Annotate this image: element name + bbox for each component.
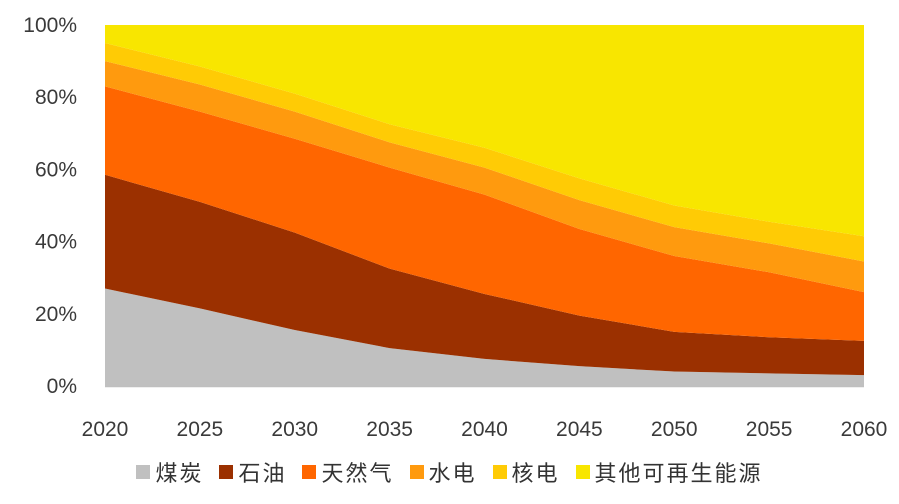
- x-axis-ticks: 2020 2025 2030 2035 2040 2045 2050 2055 2060: [82, 418, 888, 441]
- legend-item: 天然气: [302, 456, 393, 488]
- legend-swatch: [492, 465, 507, 479]
- legend-item: 煤炭: [136, 456, 203, 488]
- x-tick-label: 2050: [651, 418, 698, 441]
- area-series-1: [105, 174, 864, 376]
- legend-swatch: [575, 465, 590, 479]
- y-tick-label: 20%: [35, 303, 77, 326]
- legend-item: 核电: [492, 456, 560, 488]
- legend-swatch: [136, 465, 151, 479]
- x-tick-label: 2035: [366, 418, 413, 441]
- x-tick-label: 2020: [82, 418, 129, 441]
- legend-item: 石油: [219, 456, 286, 488]
- legend-swatch: [219, 465, 234, 479]
- y-tick-label: 0%: [47, 375, 77, 398]
- x-tick-label: 2045: [556, 418, 603, 441]
- area-series-5: [105, 25, 864, 237]
- x-tick-label: 2060: [841, 418, 888, 441]
- y-tick-label: 100%: [23, 14, 77, 37]
- legend: 煤炭 石油 天然气 水电 核电 其他可再生能源: [0, 452, 899, 492]
- x-tick-label: 2040: [461, 418, 508, 441]
- x-tick-label: 2030: [271, 418, 318, 441]
- area-layers: [105, 25, 864, 386]
- legend-label: 煤炭: [155, 462, 204, 487]
- y-axis-ticks: 0% 20% 40% 60% 80% 100%: [23, 14, 77, 398]
- legend-label: 石油: [238, 462, 287, 487]
- area-series-0: [105, 288, 864, 386]
- y-tick-label: 60%: [35, 158, 77, 181]
- legend-label: 天然气: [321, 462, 394, 487]
- legend-item: 水电: [409, 456, 477, 488]
- area-series-2: [105, 86, 864, 341]
- legend-item: 其他可再生能源: [575, 456, 763, 488]
- legend-swatch: [409, 465, 424, 479]
- legend-label: 水电: [428, 462, 477, 487]
- y-tick-label: 80%: [35, 86, 77, 109]
- area-series-4: [105, 43, 864, 262]
- y-tick-label: 40%: [35, 231, 77, 254]
- x-tick-label: 2055: [746, 418, 793, 441]
- legend-swatch: [302, 465, 317, 479]
- legend-label: 核电: [511, 462, 560, 487]
- x-tick-label: 2025: [177, 418, 224, 441]
- area-series-3: [105, 61, 864, 293]
- stacked-area-chart: 0%20%40%60%80%100% 2020 2025 2030 2035 2040 2…: [23, 14, 888, 441]
- legend-label: 其他可再生能源: [594, 462, 763, 487]
